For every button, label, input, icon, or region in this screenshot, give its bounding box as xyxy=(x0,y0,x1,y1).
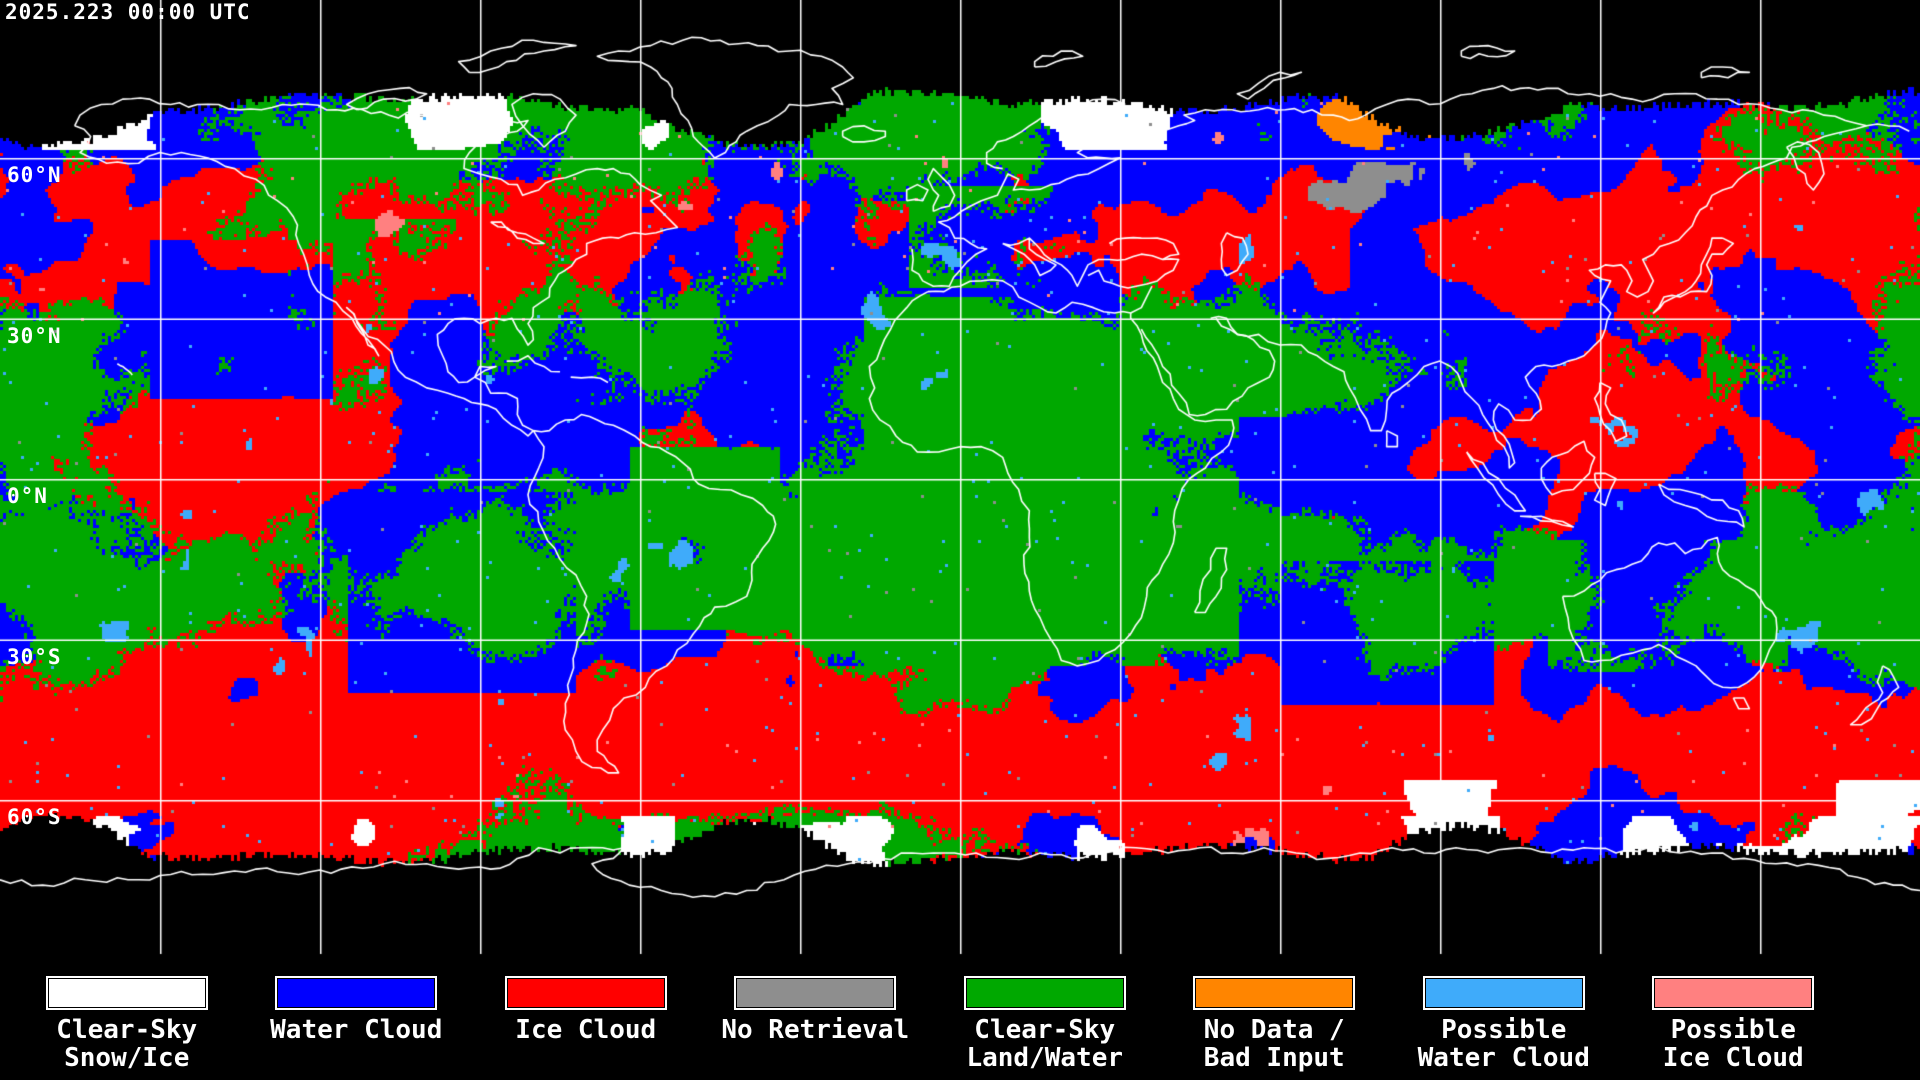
legend-label: Clear-Sky xyxy=(974,1015,1116,1045)
timestamp: 2025.223 00:00 UTC xyxy=(5,0,251,24)
legend-label: Ice Cloud xyxy=(515,1015,657,1045)
legend-swatch-ice-cloud xyxy=(504,976,667,1010)
legend-item-clear-sky-snow-ice: Clear-Sky Snow/Ice xyxy=(12,960,242,1080)
legend-item-possible-water-cloud: Possible Water Cloud xyxy=(1389,960,1619,1080)
legend-item-ice-cloud: Ice Cloud xyxy=(471,960,701,1080)
legend-item-possible-ice-cloud: Possible Ice Cloud xyxy=(1619,960,1849,1080)
lat-label-60n: 60°N xyxy=(7,163,62,187)
legend-label: Clear-Sky xyxy=(56,1015,198,1045)
lat-label-60s: 60°S xyxy=(7,805,62,829)
legend-swatch-possible-ice-cloud xyxy=(1652,976,1815,1010)
lat-label-30s: 30°S xyxy=(7,645,62,669)
legend-label: No Data / xyxy=(1203,1015,1345,1045)
legend-swatch-possible-water-cloud xyxy=(1422,976,1585,1010)
legend-item-clear-sky-land-water: Clear-Sky Land/Water xyxy=(930,960,1160,1080)
legend-item-no-retrieval: No Retrieval xyxy=(701,960,931,1080)
legend-swatch-no-data-bad-input xyxy=(1193,976,1356,1010)
world-cloud-mask-map xyxy=(0,0,1920,960)
legend-swatch-clear-sky-snow-ice xyxy=(45,976,208,1010)
legend-label: Snow/Ice xyxy=(64,1043,190,1073)
legend-label: Water Cloud xyxy=(270,1015,443,1045)
lat-label-0n: 0°N xyxy=(7,484,48,508)
lat-label-30n: 30°N xyxy=(7,324,62,348)
legend-label: Possible xyxy=(1441,1015,1567,1045)
legend-swatch-water-cloud xyxy=(275,976,438,1010)
legend-swatch-no-retrieval xyxy=(734,976,897,1010)
legend-label: Bad Input xyxy=(1203,1043,1345,1073)
legend-label: Land/Water xyxy=(966,1043,1124,1073)
legend-item-no-data-bad-input: No Data / Bad Input xyxy=(1160,960,1390,1080)
legend-label: Water Cloud xyxy=(1417,1043,1590,1073)
legend: Clear-Sky Snow/Ice Water Cloud Ice Cloud… xyxy=(0,960,1920,1080)
legend-item-water-cloud: Water Cloud xyxy=(242,960,472,1080)
legend-swatch-clear-sky-land-water xyxy=(963,976,1126,1010)
legend-label: No Retrieval xyxy=(721,1015,910,1045)
legend-label: Ice Cloud xyxy=(1662,1043,1804,1073)
legend-label: Possible xyxy=(1670,1015,1796,1045)
